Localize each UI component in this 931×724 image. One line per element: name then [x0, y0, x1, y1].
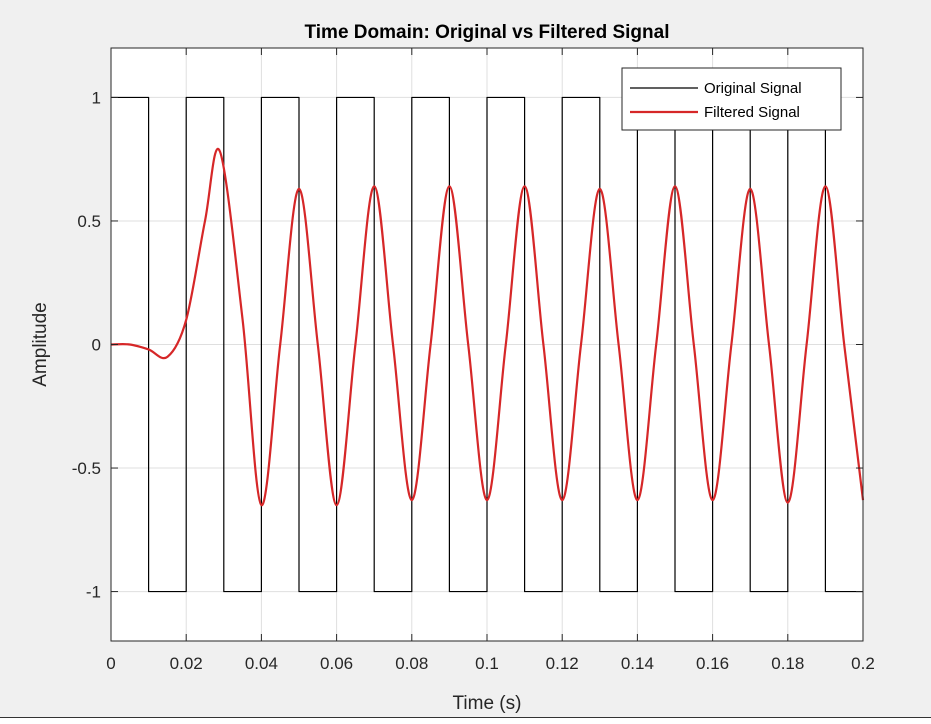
legend: Original Signal Filtered Signal — [622, 68, 841, 130]
y-tick-label: -1 — [86, 583, 101, 602]
x-tick-label: 0.18 — [771, 654, 804, 673]
y-axis-title: Amplitude — [30, 302, 51, 387]
series-layer — [111, 97, 863, 591]
x-tick-label: 0.02 — [170, 654, 203, 673]
x-tick-label: 0.12 — [546, 654, 579, 673]
x-tick-label: 0.06 — [320, 654, 353, 673]
x-axis-title: Time (s) — [453, 693, 522, 714]
x-tick-label: 0.2 — [851, 654, 875, 673]
y-tick-label: 1 — [92, 88, 101, 107]
x-tick-label: 0.04 — [245, 654, 278, 673]
chart-title: Time Domain: Original vs Filtered Signal — [305, 22, 670, 43]
x-tick-label: 0.1 — [475, 654, 499, 673]
legend-label: Original Signal — [704, 80, 802, 97]
y-tick-label: 0.5 — [77, 212, 101, 231]
y-tick-label: 0 — [92, 336, 101, 355]
y-tick-label: -0.5 — [72, 459, 101, 478]
x-tick-label: 0 — [106, 654, 115, 673]
x-tick-label: 0.08 — [395, 654, 428, 673]
legend-label: Filtered Signal — [704, 104, 800, 121]
x-tick-label: 0.14 — [621, 654, 654, 673]
x-tick-label: 0.16 — [696, 654, 729, 673]
figure-bottom-edge — [0, 717, 931, 724]
